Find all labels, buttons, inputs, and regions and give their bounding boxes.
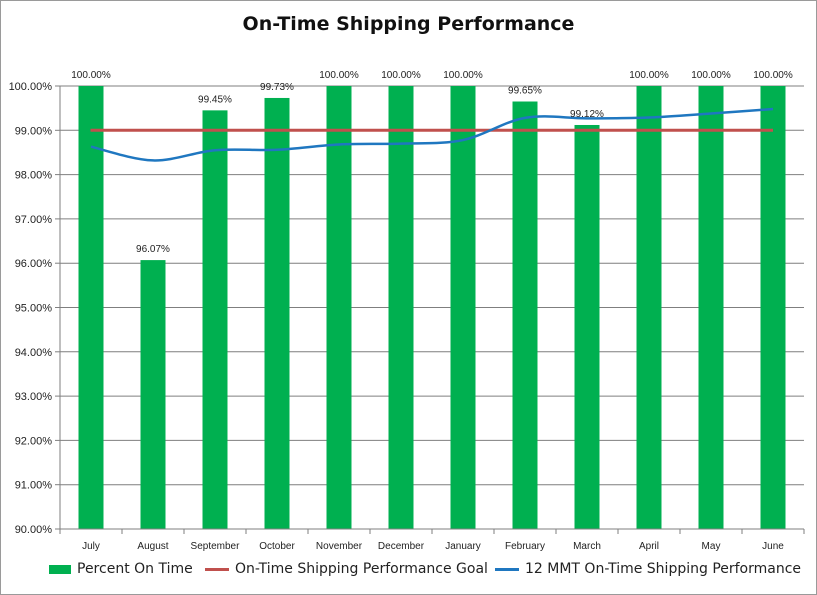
bar-october	[264, 97, 290, 529]
data-label-july: 100.00%	[71, 70, 111, 81]
data-label-june: 100.00%	[753, 70, 793, 81]
bar-february	[512, 101, 538, 529]
y-tick-label: 93.00%	[15, 391, 53, 403]
axis-layer: 90.00% 91.00% 92.00% 93.00% 94.00% 95.00% 96.0…	[9, 81, 805, 552]
bar-september	[202, 110, 228, 530]
x-tick-label-september: September	[191, 541, 241, 552]
data-label-january: 100.00%	[443, 70, 483, 81]
bar-april	[636, 86, 662, 529]
data-label-march: 99.12%	[570, 109, 604, 120]
line-layer	[90, 107, 774, 162]
x-tick-label-october: October	[259, 541, 295, 552]
data-label-april: 100.00%	[629, 70, 669, 81]
y-tick-label: 91.00%	[15, 480, 53, 492]
bar-june	[760, 86, 786, 529]
data-label-september: 99.45%	[198, 94, 232, 105]
data-label-october: 99.73%	[260, 82, 294, 93]
y-tick-label: 100.00%	[9, 81, 53, 93]
legend: Percent On Time On-Time Shipping Perform…	[1, 557, 816, 581]
y-tick-label: 98.00%	[15, 170, 53, 182]
legend-item-12mmt: 12 MMT On-Time Shipping Performance	[495, 557, 801, 581]
bar-july	[78, 86, 104, 529]
bar-march	[574, 124, 600, 529]
data-label-may: 100.00%	[691, 70, 731, 81]
y-tick-label: 97.00%	[15, 214, 53, 226]
chart-title: On-Time Shipping Performance	[242, 13, 575, 35]
bar-december	[388, 86, 414, 529]
y-tick-label: 96.00%	[15, 258, 53, 270]
data-label-february: 99.65%	[508, 86, 542, 97]
data-label-november: 100.00%	[319, 70, 359, 81]
y-tick-label: 94.00%	[15, 347, 53, 359]
bar-january	[450, 86, 476, 529]
bar-may	[698, 86, 724, 529]
y-tick-label: 92.00%	[15, 435, 53, 447]
label-layer: 100.00% 96.07% 99.45% 99.73% 100.00% 100.00% 1…	[71, 70, 793, 255]
x-tick-label-december: December	[378, 541, 425, 552]
x-tick-label-april: April	[639, 541, 659, 552]
x-tick-label-june: June	[762, 541, 784, 552]
bar-august	[140, 260, 166, 529]
x-tick-label-january: January	[445, 541, 481, 552]
legend-item-goal: On-Time Shipping Performance Goal	[205, 557, 488, 581]
x-tick-label-august: August	[137, 541, 168, 552]
legend-label: On-Time Shipping Performance Goal	[235, 561, 488, 577]
y-tick-label: 90.00%	[15, 524, 53, 536]
bar-november	[326, 86, 352, 529]
data-label-august: 96.07%	[136, 244, 170, 255]
y-tick-label: 95.00%	[15, 303, 53, 315]
y-tick-label: 99.00%	[15, 125, 53, 137]
legend-label: Percent On Time	[77, 561, 193, 577]
x-tick-label-february: February	[505, 541, 545, 552]
mmt-line	[90, 107, 774, 162]
grid-layer	[60, 85, 804, 530]
x-tick-label-may: May	[702, 541, 721, 552]
legend-swatch-bar	[49, 564, 71, 574]
x-tick-label-november: November	[316, 541, 363, 552]
legend-swatch-goal-line	[205, 567, 229, 571]
data-label-december: 100.00%	[381, 70, 421, 81]
x-tick-label-july: July	[82, 541, 100, 552]
legend-label: 12 MMT On-Time Shipping Performance	[525, 561, 802, 577]
bar-layer	[78, 86, 786, 530]
legend-item-percent-on-time: Percent On Time	[49, 557, 193, 581]
x-tick-label-march: March	[573, 541, 601, 552]
legend-swatch-12mmt-line	[495, 567, 519, 571]
